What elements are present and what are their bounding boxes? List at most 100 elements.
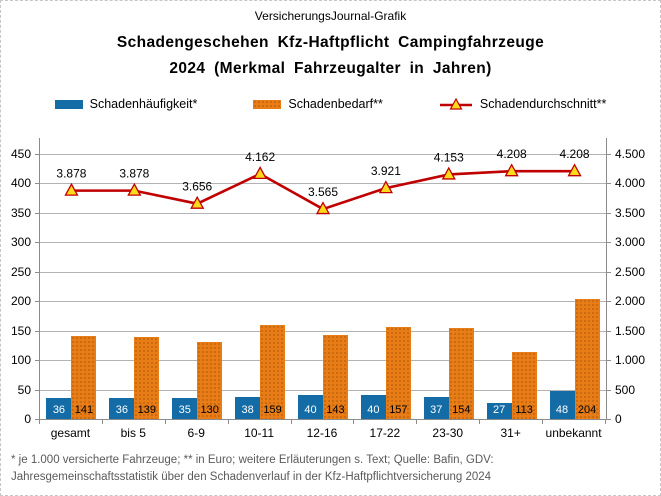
bar-value-label: 40	[304, 404, 317, 416]
bar-value-label: 157	[389, 404, 408, 416]
legend-item-schadenbedarf: Schadenbedarf**	[253, 97, 383, 111]
plot-region: 36 36 35 38 40 40 37 27 48 141 139 130 159 143 157 154 1…	[1, 132, 660, 444]
bar-value-label: 159	[263, 404, 282, 416]
y-axis-left-tick-label: 0	[24, 412, 31, 426]
orange-bar-swatch-icon	[253, 99, 282, 109]
legend-item-schadenhaeufigkeit: Schadenhäufigkeit*	[54, 97, 198, 111]
bar-value-label: 143	[326, 404, 345, 416]
y-axis-left-tickmark	[35, 330, 39, 332]
bar-schadenbedarf: 143	[323, 334, 348, 419]
y-axis-left-tickmark	[35, 360, 39, 362]
y-axis-left-tickmark	[35, 212, 39, 214]
y-axis-right-tickmark	[607, 271, 611, 273]
x-category-label: 23-30	[432, 426, 464, 440]
y-axis-left-tickmark	[35, 242, 39, 244]
bar-schadenhaeufigkeit: 48	[549, 390, 575, 419]
plot-area: 36 36 35 38 40 40 37 27 48 141 139 130 159 143 157 154 1…	[39, 138, 607, 420]
footnote: * je 1.000 versicherte Fahrzeuge; ** in …	[11, 452, 660, 486]
x-category-label: 17-22	[369, 426, 401, 440]
line-point-label: 4.153	[434, 150, 464, 164]
legend: Schadenhäufigkeit* Schadenbedarf** Schad…	[1, 97, 660, 111]
bar-schadenbedarf: 141	[71, 335, 97, 419]
bar-value-label: 36	[52, 404, 66, 416]
bar-schadenhaeufigkeit: 36	[109, 397, 135, 419]
bar-value-label: 139	[137, 404, 156, 416]
bar-value-label: 204	[577, 404, 597, 416]
bar-schadenbedarf: 139	[134, 337, 160, 419]
y-axis-left-tickmark	[35, 154, 39, 155]
y-axis-right-tick-label: 3.000	[615, 235, 646, 250]
x-category-label: unbekannt	[545, 426, 602, 440]
brand-title: VersicherungsJournal-Grafik	[254, 9, 407, 23]
line-point-label: 4.208	[497, 147, 527, 161]
bar-value-label: 130	[200, 404, 219, 416]
legend-label-schadenbedarf: Schadenbedarf**	[288, 97, 383, 111]
bar-schadenhaeufigkeit: 40	[298, 395, 323, 419]
triangle-marker-icon	[378, 180, 393, 194]
x-axis-tickmark	[605, 420, 606, 424]
y-axis-left-tick-label: 450	[10, 147, 31, 161]
y-axis-left-tick-label: 150	[10, 323, 31, 338]
line-series-schadendurchschnitt: 3.878 3.878 3.656 4.162 3.565 3.921 4.153 4.208…	[56, 147, 590, 215]
bar-value-label: 141	[74, 404, 94, 416]
y-axis-right-tick-label: 1.500	[615, 323, 646, 338]
y-axis-left-tick-label: 50	[17, 382, 31, 397]
bar-schadenbedarf: 154	[448, 328, 474, 419]
chart-title-line1: Schadengeschehen Kfz-Haftpflicht Camping…	[116, 34, 545, 51]
gridline	[40, 301, 606, 303]
bar-schadenbedarf: 204	[574, 298, 600, 419]
bar-value-label: 35	[178, 404, 191, 416]
footnote-line2: Jahresgemeinschaftsstatistik über den Sc…	[11, 471, 492, 483]
bar-schadenbedarf: 159	[260, 325, 286, 419]
y-axis-right-tickmark	[607, 419, 611, 420]
bar-value-label: 113	[515, 404, 533, 416]
gridline	[40, 154, 606, 155]
line-point-label: 3.656	[182, 180, 212, 194]
y-axis-left-tick-label: 400	[10, 176, 31, 191]
line-point-label: 3.921	[371, 164, 401, 178]
bar-schadenhaeufigkeit: 27	[486, 403, 512, 419]
bar-value-label: 48	[555, 404, 569, 416]
bar-value-label: 37	[430, 404, 443, 416]
y-axis-right-tickmark	[607, 242, 611, 244]
x-category-label: 6-9	[187, 426, 205, 440]
bar-schadenhaeufigkeit: 36	[46, 397, 72, 419]
bar-value-label: 27	[493, 404, 506, 416]
bar-value-label: 36	[115, 404, 128, 416]
triangle-marker-icon	[253, 166, 268, 180]
bar-schadenbedarf: 157	[385, 326, 411, 419]
legend-label-schadendurchschnitt: Schadendurchschnitt**	[479, 97, 607, 111]
x-axis-tickmark	[416, 420, 417, 424]
chart-title-line2: 2024 (Merkmal Fahrzeugalter in Jahren)	[169, 60, 492, 77]
line-point-label: 3.878	[119, 167, 149, 181]
page-title: Schadengeschehen Kfz-Haftpflicht Camping…	[1, 30, 660, 82]
y-axis-right-tickmark	[607, 212, 611, 214]
x-category-label: 12-16	[306, 426, 338, 440]
footnote-line1: * je 1.000 versicherte Fahrzeuge; ** in …	[11, 454, 494, 466]
triangle-marker-icon	[315, 201, 331, 215]
y-axis-right-tick-label: 1.000	[615, 353, 646, 368]
y-axis-right-tickmark	[607, 360, 611, 362]
blue-bar-swatch-icon	[54, 99, 83, 109]
bar-value-label: 38	[241, 404, 254, 416]
x-axis-tickmark	[39, 420, 40, 424]
x-category-label: gesamt	[50, 426, 91, 440]
x-category-label: 31+	[500, 426, 521, 440]
bar-value-label: 40	[367, 404, 380, 416]
line-point-label: 3.565	[308, 185, 338, 199]
y-axis-right-tick-label: 3.500	[615, 205, 646, 220]
triangle-marker-icon	[190, 195, 205, 209]
x-axis-tickmark	[165, 420, 166, 424]
line-point-label: 3.878	[56, 167, 86, 181]
legend-label-schadenhaeufigkeit: Schadenhäufigkeit*	[89, 97, 198, 111]
bar-schadenhaeufigkeit: 38	[235, 396, 261, 419]
line-point-label: 4.162	[245, 150, 275, 164]
x-category-label: bis 5	[120, 426, 146, 440]
triangle-marker-icon	[567, 163, 582, 177]
x-axis-tickmark	[228, 420, 229, 424]
y-axis-left-tick-label: 200	[10, 294, 31, 309]
triangle-marker-icon	[441, 166, 456, 180]
x-axis-tickmark	[479, 420, 480, 424]
legend-item-schadendurchschnitt: Schadendurchschnitt**	[439, 97, 606, 111]
